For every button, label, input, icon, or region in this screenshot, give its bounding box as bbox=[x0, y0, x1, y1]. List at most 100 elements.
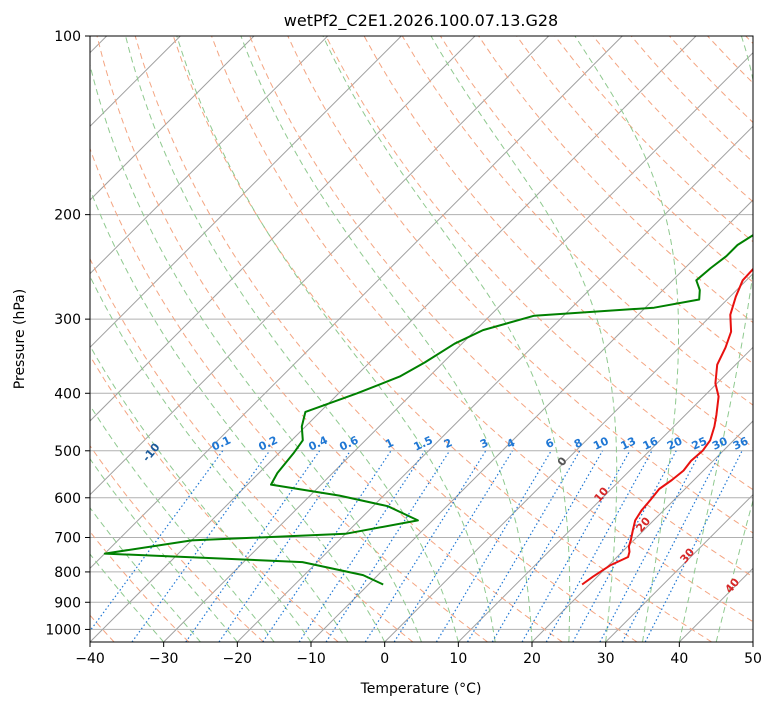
mixing-ratio-line bbox=[185, 450, 321, 642]
dry-adiabat-line bbox=[516, 36, 753, 283]
moist-adiabat-line bbox=[90, 553, 165, 642]
dry-adiabat-line bbox=[90, 530, 190, 642]
y-tick-label: 900 bbox=[54, 595, 81, 611]
isotherm-line bbox=[531, 420, 753, 642]
isotherm-line bbox=[236, 125, 753, 642]
y-tick-label: 500 bbox=[54, 444, 81, 460]
x-tick-label: 30 bbox=[597, 651, 615, 667]
mixing-ratio-line bbox=[435, 450, 552, 642]
moist-adiabat-label: 30 bbox=[677, 545, 697, 565]
mixing-ratio-line bbox=[572, 450, 677, 642]
moist-adiabat-line bbox=[90, 404, 275, 642]
isotherm-line bbox=[457, 346, 753, 642]
moist-adiabat-line bbox=[90, 188, 386, 642]
moist-adiabat-line bbox=[90, 344, 312, 642]
y-tick-label: 1000 bbox=[45, 622, 81, 638]
moist-adiabat-label: 10 bbox=[591, 484, 611, 504]
moist-adiabat-line bbox=[240, 36, 533, 642]
y-tick-label: 400 bbox=[54, 386, 81, 402]
x-tick-label: 10 bbox=[449, 651, 467, 667]
moist-adiabat-line bbox=[90, 275, 349, 642]
isotherm-line bbox=[310, 199, 753, 642]
dry-adiabat-line bbox=[439, 36, 753, 365]
axis-ticks: −40 −30 −20 −10 0 10 20 30 40 5010020030040050060… bbox=[45, 29, 762, 667]
mixing-ratio-label: 16 bbox=[641, 434, 661, 452]
dry-adiabat-line bbox=[90, 444, 264, 642]
mixing-ratio-line bbox=[521, 450, 631, 642]
dry-adiabat-label: -30 bbox=[0, 373, 4, 397]
dry-adiabat-line bbox=[745, 36, 753, 45]
mixing-ratio-label: 20 bbox=[665, 434, 685, 452]
moist-adiabat-line bbox=[715, 498, 753, 642]
mixing-ratio-label: 2 bbox=[442, 436, 454, 451]
profile-series-line bbox=[581, 267, 753, 586]
mixing-ratio-label: 13 bbox=[619, 434, 638, 452]
isotherm-line bbox=[605, 493, 753, 642]
dry-adiabat-line bbox=[134, 36, 638, 642]
mixing-ratio-line bbox=[644, 450, 743, 642]
dry-adiabat-line bbox=[172, 36, 712, 642]
mixing-ratio-label: 10 bbox=[591, 434, 611, 452]
y-tick-label: 700 bbox=[54, 531, 81, 547]
mixing-ratio-line bbox=[262, 450, 392, 642]
x-tick-label: −20 bbox=[223, 651, 253, 667]
isotherm-line bbox=[90, 36, 255, 201]
y-tick-label: 800 bbox=[54, 565, 81, 581]
profile-series-line bbox=[103, 233, 753, 586]
x-axis-label: Temperature (°C) bbox=[360, 681, 482, 697]
dry-adiabat-line bbox=[325, 36, 753, 491]
dry-adiabat-line bbox=[90, 257, 414, 642]
moist-adiabat-line bbox=[574, 36, 679, 642]
moist-adiabat-line bbox=[176, 36, 496, 642]
dry-adiabat-line bbox=[478, 36, 753, 324]
moist-adiabat-line bbox=[322, 36, 571, 642]
x-tick-label: −10 bbox=[296, 651, 326, 667]
mixing-ratio-label: 25 bbox=[690, 434, 709, 452]
mixing-ratio-line bbox=[466, 450, 581, 642]
moist-adiabat-line bbox=[90, 457, 238, 642]
y-tick-label: 200 bbox=[54, 208, 81, 224]
isotherm-line bbox=[90, 36, 329, 275]
mixing-ratio-label: 30 bbox=[710, 434, 730, 452]
isotherm-line bbox=[384, 272, 753, 642]
moist-adiabat-label: 0 bbox=[555, 454, 570, 468]
mixing-ratio-line bbox=[599, 450, 702, 642]
mixing-ratio-line bbox=[325, 450, 451, 642]
moist-adiabat-line bbox=[90, 62, 422, 642]
mixing-ratio-line bbox=[131, 450, 271, 642]
x-tick-label: 50 bbox=[744, 651, 762, 667]
isotherm-line bbox=[90, 36, 476, 422]
plot-frame bbox=[89, 35, 754, 643]
y-tick-label: 100 bbox=[54, 29, 81, 45]
mixing-ratio-label: 4 bbox=[505, 436, 518, 451]
mixing-ratio-line bbox=[364, 450, 487, 642]
dry-adiabat-line bbox=[90, 354, 339, 642]
mixing-ratio-line bbox=[218, 450, 351, 642]
isotherm-line bbox=[752, 641, 753, 642]
dry-adiabat-line bbox=[249, 36, 753, 578]
y-axis-label: Pressure (hPa) bbox=[12, 289, 28, 389]
isotherm-line bbox=[90, 36, 697, 642]
dry-adiabat-line bbox=[554, 36, 753, 243]
mixing-ratio-line bbox=[393, 450, 513, 642]
dry-adiabat-line bbox=[707, 36, 753, 84]
y-tick-label: 600 bbox=[54, 491, 81, 507]
mixing-ratio-line bbox=[545, 450, 653, 642]
chart-title: wetPf2_C2E1.2026.100.07.13.G28 bbox=[284, 11, 558, 31]
moist-adiabat-line bbox=[90, 507, 201, 642]
moist-adiabat-line bbox=[430, 36, 618, 642]
isotherm-line bbox=[90, 36, 623, 570]
dry-adiabat-line bbox=[287, 36, 753, 534]
background-lines bbox=[90, 36, 753, 642]
dry-adiabat-line bbox=[211, 36, 753, 623]
moist-adiabat-label: 40 bbox=[722, 575, 742, 595]
dry-adiabat-label: -10 bbox=[140, 440, 163, 464]
mixing-ratio-line bbox=[491, 450, 604, 642]
x-tick-label: −40 bbox=[75, 651, 105, 667]
moist-adiabat-line bbox=[678, 36, 753, 642]
isotherm-line bbox=[90, 36, 550, 496]
y-tick-label: 300 bbox=[54, 312, 81, 328]
x-tick-label: 0 bbox=[380, 651, 389, 667]
x-tick-label: −30 bbox=[149, 651, 179, 667]
